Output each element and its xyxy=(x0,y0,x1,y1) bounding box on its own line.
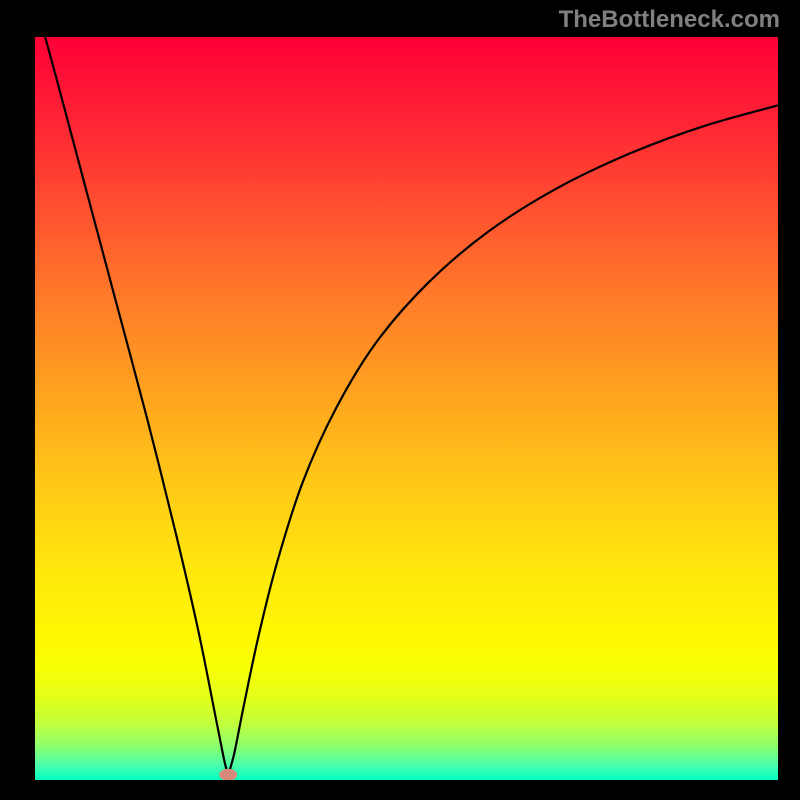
curve-right-branch xyxy=(228,105,778,774)
curve-min-marker xyxy=(219,769,237,781)
bottleneck-curve-svg xyxy=(0,0,800,800)
curve-left-branch xyxy=(35,0,228,775)
watermark-label: TheBottleneck.com xyxy=(559,6,780,34)
